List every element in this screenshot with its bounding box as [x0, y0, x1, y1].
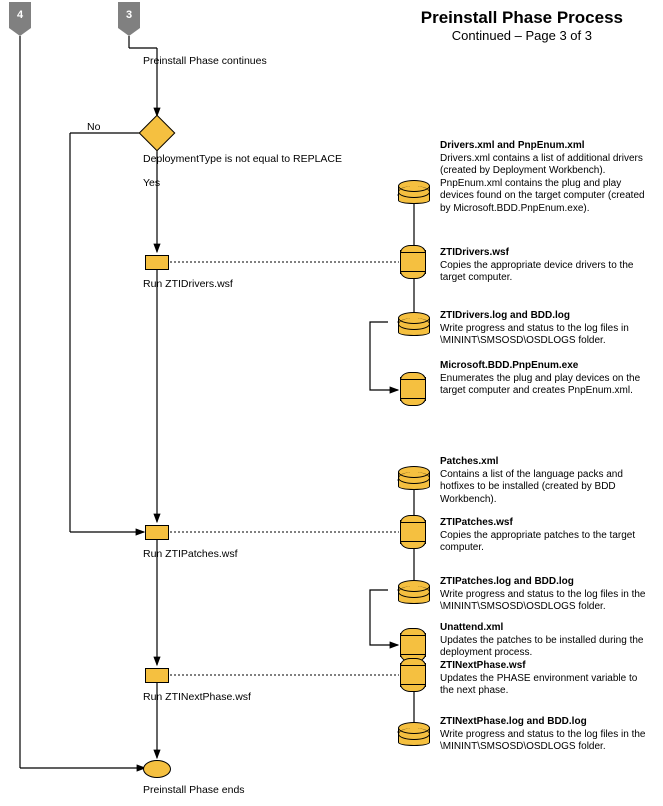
terminator-end [143, 760, 171, 778]
process-ztinextphase [145, 668, 169, 683]
label-proc3: Run ZTINextPhase.wsf [143, 691, 251, 703]
annotation: Drivers.xml and PnpEnum.xmlDrivers.xml c… [440, 140, 650, 215]
disk-icon [398, 180, 430, 204]
annotation: ZTINextPhase.log and BDD.logWrite progre… [440, 716, 650, 754]
label-yes: Yes [143, 177, 160, 189]
annotation: ZTIPatches.log and BDD.logWrite progress… [440, 576, 650, 614]
annotation: ZTIPatches.wsfCopies the appropriate pat… [440, 517, 650, 555]
label-proc1: Run ZTIDrivers.wsf [143, 278, 233, 290]
decision-deployment-type [139, 115, 176, 152]
annotation: Patches.xmlContains a list of the langua… [440, 456, 650, 506]
scroll-icon [400, 247, 426, 277]
scroll-icon [400, 374, 426, 404]
page-tab-4: 4 [9, 2, 31, 28]
diagram-title: Preinstall Phase Process Continued – Pag… [421, 8, 623, 43]
label-decision: DeploymentType is not equal to REPLACE [143, 153, 342, 165]
process-ztipatches [145, 525, 169, 540]
title-subtitle: Continued – Page 3 of 3 [421, 28, 623, 43]
page-tab-3: 3 [118, 2, 140, 28]
annotation: ZTINextPhase.wsfUpdates the PHASE enviro… [440, 660, 650, 698]
disk-icon [398, 722, 430, 746]
disk-icon [398, 466, 430, 490]
label-proc2: Run ZTIPatches.wsf [143, 548, 238, 560]
annotation: ZTIDrivers.log and BDD.logWrite progress… [440, 310, 650, 348]
annotation: ZTIDrivers.wsfCopies the appropriate dev… [440, 247, 650, 285]
disk-icon [398, 312, 430, 336]
scroll-icon [400, 660, 426, 690]
scroll-icon [400, 630, 426, 660]
process-ztidrivers [145, 255, 169, 270]
disk-icon [398, 580, 430, 604]
annotation: Unattend.xmlUpdates the patches to be in… [440, 622, 650, 660]
scroll-icon [400, 517, 426, 547]
label-end: Preinstall Phase ends [143, 784, 245, 796]
annotation: Microsoft.BDD.PnpEnum.exeEnumerates the … [440, 360, 650, 398]
title-text: Preinstall Phase Process [421, 8, 623, 28]
label-start: Preinstall Phase continues [143, 55, 267, 67]
label-no: No [87, 121, 100, 133]
